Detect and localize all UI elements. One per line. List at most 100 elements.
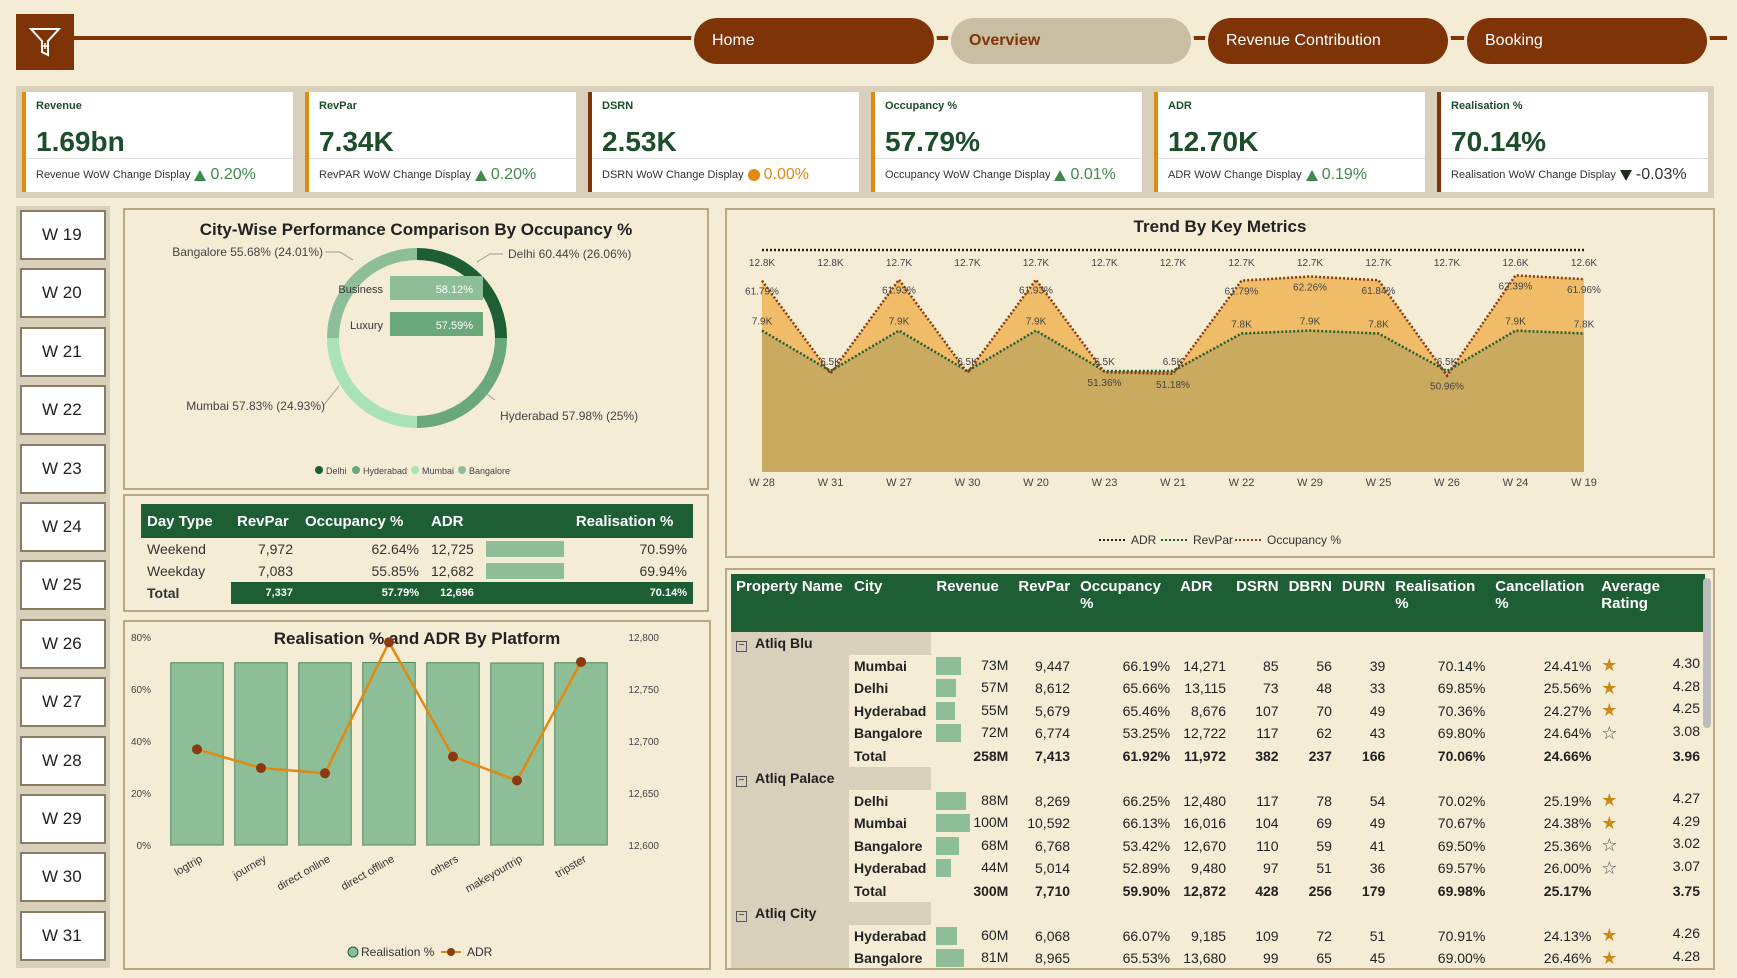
col-property-name[interactable]: Property Name	[731, 574, 849, 632]
rating-value: 4.25	[1672, 700, 1700, 717]
x-tick-label: W 21	[1160, 477, 1186, 489]
cell-dbrn: 51	[1316, 860, 1332, 877]
col-dsrn[interactable]: DSRN	[1231, 574, 1284, 632]
col-adr[interactable]: ADR	[1175, 574, 1232, 632]
week-button[interactable]: W 26	[20, 618, 106, 669]
group-row[interactable]: − Atliq City	[731, 902, 1705, 925]
table-total-row: Total 300M 7,710 59.90% 12,872 428 256 179 69.98…	[731, 879, 1705, 902]
week-button[interactable]: W 29	[20, 793, 106, 844]
property-group-name[interactable]: − Atliq City	[731, 902, 932, 925]
occupancy-data-label: 62.26%	[1293, 282, 1327, 293]
cell-occ: 65.66%	[1122, 680, 1171, 697]
week-button[interactable]: W 27	[20, 677, 106, 728]
col-occupancy[interactable]: Occupancy %	[1075, 574, 1176, 632]
occupancy-data-label: 61.93%	[882, 286, 916, 297]
revpar-data-label: 7.8K	[1574, 319, 1595, 330]
donut-hyderabad-slice	[416, 337, 507, 428]
week-button[interactable]: W 21	[20, 326, 106, 377]
cell-rating: ★ 4.25	[1596, 700, 1705, 723]
cell-adr: 9,185	[1191, 927, 1227, 944]
cell-canc: 25.19%	[1543, 792, 1592, 809]
nav-overview-button[interactable]: Overview	[951, 18, 1191, 64]
week-button[interactable]: W 20	[20, 268, 106, 319]
trend-chart-title: Trend By Key Metrics	[1134, 217, 1307, 236]
x-tick-label: W 26	[1434, 477, 1460, 489]
nav-revenue-contribution-button[interactable]: Revenue Contribution	[1208, 18, 1448, 64]
col-city[interactable]: City	[849, 574, 932, 632]
legend-adr-marker	[447, 948, 455, 956]
col-revpar[interactable]: RevPar	[1013, 574, 1076, 632]
revenue-value: 60M	[981, 926, 1009, 943]
occupancy-data-label: 61.84%	[1362, 286, 1396, 297]
cell-dsrn: 110	[1256, 837, 1279, 854]
col-dbrn[interactable]: DBRN	[1283, 574, 1337, 632]
y-left-tick: 40%	[131, 737, 151, 748]
week-button[interactable]: W 31	[20, 910, 106, 961]
table-scrollbar[interactable]	[1703, 578, 1711, 728]
week-button[interactable]: W 28	[20, 735, 106, 786]
nav-home-button[interactable]: Home	[694, 18, 934, 64]
cell-dbrn: 69	[1316, 815, 1332, 832]
rating-value: 4.26	[1672, 925, 1700, 942]
x-tick-label: direct offline	[339, 853, 396, 893]
cell-revenue: 68M	[931, 835, 1013, 858]
adr-data-label: 12.6K	[1502, 258, 1528, 269]
cell-dbrn: 48	[1316, 680, 1332, 697]
cell-revenue: 57M	[931, 677, 1013, 700]
x-tick-label: W 19	[1571, 477, 1597, 489]
realisation-bar	[298, 662, 352, 846]
revpar-data-label: 7.9K	[1505, 317, 1526, 328]
table-row: Bangalore 81M 8,965 65.53% 13,680 99 65 45 69.00…	[731, 947, 1705, 968]
week-button[interactable]: W 25	[20, 560, 106, 611]
business-label: Business	[338, 284, 383, 296]
cell-real: 69.00%	[1437, 950, 1486, 967]
week-button[interactable]: W 30	[20, 852, 106, 903]
cell-occ: 65.46%	[1122, 702, 1171, 719]
col-revpar[interactable]: RevPar	[231, 504, 299, 538]
cell-canc: 24.64%	[1543, 725, 1592, 742]
kpi-label: DSRN	[602, 100, 634, 112]
revpar-data-label: 7.9K	[889, 317, 910, 328]
col-adr[interactable]: ADR	[425, 504, 480, 538]
kpi-label: RevPar	[319, 100, 357, 112]
cell-occ: 66.25%	[1122, 792, 1171, 809]
cell-realisation: 70.59%	[639, 541, 687, 557]
revpar-data-label: 6.5K	[1437, 357, 1458, 368]
week-button[interactable]: W 22	[20, 385, 106, 436]
property-group-name[interactable]: − Atliq Palace	[731, 767, 932, 790]
col-day-type[interactable]: Day Type	[141, 504, 231, 538]
col-realisation[interactable]: Realisation %	[1390, 574, 1491, 632]
revenue-data-bar	[936, 724, 961, 743]
revenue-data-bar	[936, 814, 971, 833]
week-button[interactable]: W 23	[20, 443, 106, 494]
property-group-name[interactable]: − Atliq Blu	[731, 632, 932, 655]
kpi-adr-card: ADR 12.70K ADR WoW Change Display 0.19%	[1154, 92, 1425, 192]
cell-dbrn: 62	[1316, 725, 1332, 742]
y-left-tick: 80%	[131, 633, 151, 644]
col-realisation[interactable]: Realisation %	[569, 504, 693, 538]
cell-bar	[480, 538, 570, 560]
group-row[interactable]: − Atliq Palace	[731, 767, 1705, 790]
group-row[interactable]: − Atliq Blu	[731, 632, 1705, 655]
cell-revenue: 88M	[931, 790, 1013, 813]
collapse-icon[interactable]: −	[736, 910, 747, 922]
cell-revpar: 6,774	[1035, 725, 1071, 742]
week-button[interactable]: W 19	[20, 210, 106, 260]
nav-booking-button[interactable]: Booking	[1467, 18, 1707, 64]
filter-logo-icon[interactable]	[16, 14, 74, 70]
col-cancellation[interactable]: Cancellation %	[1490, 574, 1597, 632]
col-average-rating[interactable]: Average Rating	[1596, 574, 1705, 632]
col-occupancy[interactable]: Occupancy %	[299, 504, 425, 538]
collapse-icon[interactable]: −	[736, 640, 747, 652]
legend-realisation-marker	[347, 946, 359, 958]
x-tick-label: W 30	[955, 477, 981, 489]
kpi-value: 1.69bn	[36, 126, 125, 157]
realisation-bar	[554, 662, 608, 846]
adr-data-label: 12.7K	[954, 258, 980, 269]
week-button[interactable]: W 24	[20, 501, 106, 552]
cell-occupancy: 57.79%	[299, 582, 425, 604]
collapse-icon[interactable]: −	[736, 775, 747, 787]
legend-occupancy: Occupancy %	[1267, 533, 1341, 547]
col-durn[interactable]: DURN	[1336, 574, 1391, 632]
col-revenue[interactable]: Revenue	[931, 574, 1014, 632]
